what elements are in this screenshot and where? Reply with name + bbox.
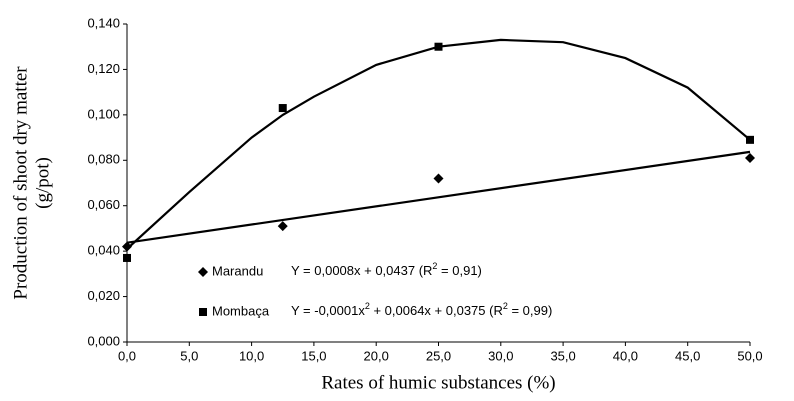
y-tick-label: 0,020 [87, 288, 120, 303]
y-tick-label: 0,120 [87, 61, 120, 76]
marker-diamond [122, 241, 132, 252]
trend-line [126, 38, 751, 250]
legend-equation: Y = -0,0001x2 + 0,0064x + 0,0375 (R2 = 0… [291, 301, 552, 318]
legend-label: Marandu [212, 263, 263, 278]
equation-part: + 0,0064x + 0,0375 (R [370, 303, 503, 318]
equation-part: Y = -0,0001x [291, 303, 365, 318]
x-tick-label: 10,0 [239, 348, 264, 363]
marker-square [278, 104, 287, 113]
equation-part: = 0,91) [437, 263, 481, 278]
y-tick-label: 0,080 [87, 152, 120, 167]
x-tick-label: 35,0 [550, 348, 575, 363]
marker-diamond [745, 153, 755, 164]
y-tick-label: 0,000 [87, 333, 120, 348]
x-tick-label: 45,0 [675, 348, 700, 363]
x-tick-label: 5,0 [180, 348, 198, 363]
legend-entry: Marandu Y = 0,0008x + 0,0437 (R2 = 0,91) [198, 261, 482, 278]
trend-line [126, 150, 751, 244]
y-tick-label: 0,140 [87, 15, 120, 30]
marker-diamond [277, 221, 288, 232]
equation-part: = 0,99) [508, 303, 552, 318]
legend-equation: Y = 0,0008x + 0,0437 (R2 = 0,91) [291, 261, 482, 278]
y-tick-label: 0,100 [87, 106, 120, 121]
marker-square [123, 253, 131, 262]
y-tick-label: 0,060 [87, 197, 120, 212]
marker-square [199, 308, 207, 316]
marker-square [434, 42, 443, 51]
legend-entry: Mombaça Y = -0,0001x2 + 0,0064x + 0,0375 … [199, 301, 552, 318]
marker-square [746, 135, 754, 144]
x-tick-label: 20,0 [364, 348, 389, 363]
x-tick-label: 30,0 [488, 348, 513, 363]
x-tick-label: 40,0 [613, 348, 638, 363]
y-axis-title: (g/pot) [32, 157, 53, 209]
x-tick-label: 50,0 [737, 348, 762, 363]
equation-part: Y = 0,0008x + 0,0437 (R [291, 263, 432, 278]
x-tick-label: 0,0 [118, 348, 136, 363]
equation-part: 2 [432, 261, 437, 271]
y-tick-label: 0,040 [87, 243, 120, 258]
y-axis-title: Production of shoot dry matter [10, 66, 31, 300]
equation-part: 2 [503, 301, 508, 311]
x-tick-label: 25,0 [426, 348, 451, 363]
x-tick-label: 15,0 [301, 348, 326, 363]
marker-diamond [433, 173, 444, 184]
legend-label: Mombaça [212, 303, 270, 318]
x-axis-title: Rates of humic substances (%) [321, 372, 555, 393]
equation-part: 2 [365, 301, 370, 311]
marker-diamond [198, 267, 208, 277]
